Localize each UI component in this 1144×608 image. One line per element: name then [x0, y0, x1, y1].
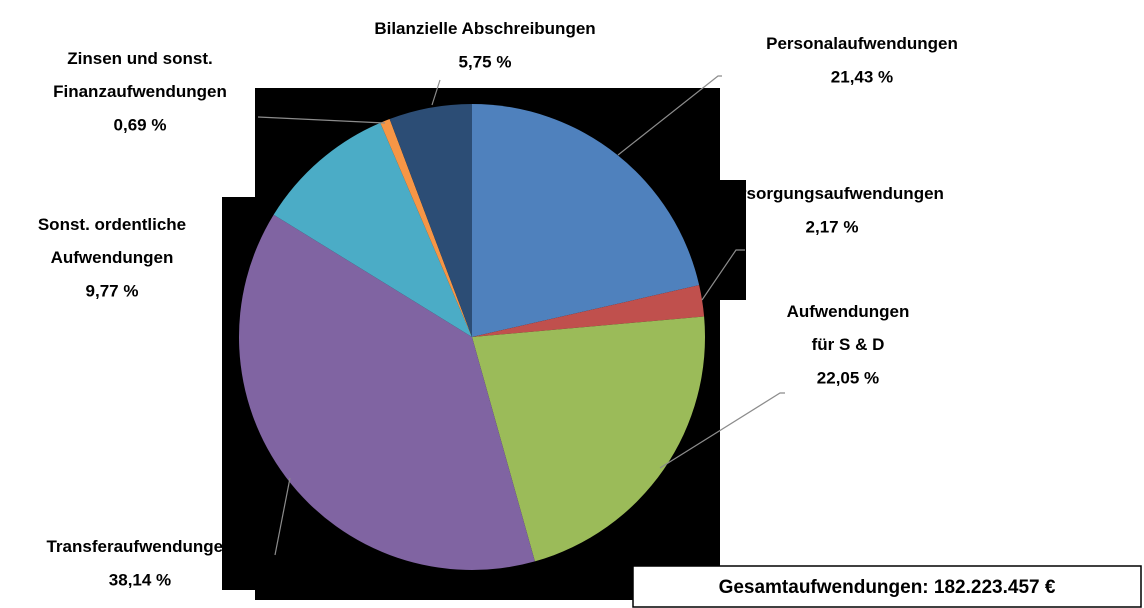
- pie-slice: [472, 316, 705, 562]
- slice-label: Versorgungsaufwendungen: [720, 184, 944, 203]
- leader-line: [617, 75, 722, 156]
- slice-label: Transferaufwendungen: [46, 537, 233, 556]
- pie-slice: [472, 285, 705, 337]
- value-label: 38,14 %: [109, 570, 171, 589]
- total-box: [632, 565, 1142, 608]
- leaders: [257, 75, 785, 556]
- slice-label: Aufwendungen für S & D: [787, 302, 910, 354]
- leader-line: [431, 79, 441, 106]
- black-area: [690, 180, 746, 300]
- value-label: 22,05 %: [817, 368, 879, 387]
- label-layer: Personalaufwendungen 21,43 % Versorgungsau…: [38, 19, 958, 589]
- slice-label: Zinsen und sonst. Finanzaufwendungen: [53, 49, 227, 101]
- value-label: 9,77 %: [86, 281, 139, 300]
- value-label: 21,43 %: [831, 67, 893, 86]
- pie-slice: [472, 104, 700, 337]
- slice-label: Sonst. ordentliche Aufwendungen: [38, 215, 186, 267]
- slice-label: Personalaufwendungen: [766, 34, 958, 53]
- pie-slice: [273, 122, 472, 337]
- value-label: 0,69 %: [114, 115, 167, 134]
- value-label: 5,75 %: [459, 52, 512, 71]
- pie: [239, 104, 705, 571]
- pie-slice: [380, 119, 472, 338]
- leader-line: [274, 477, 291, 556]
- value-label: 2,17 %: [806, 217, 859, 236]
- total-annotation: Gesamtaufwendungen: 182.223.457 €: [719, 577, 1056, 598]
- leader-line: [659, 392, 785, 469]
- pie-slice: [389, 104, 472, 337]
- leader-line: [257, 116, 386, 124]
- pie-slice: [239, 214, 535, 571]
- slice-label: Bilanzielle Abschreibungen: [374, 19, 595, 38]
- leader-line: [701, 249, 745, 301]
